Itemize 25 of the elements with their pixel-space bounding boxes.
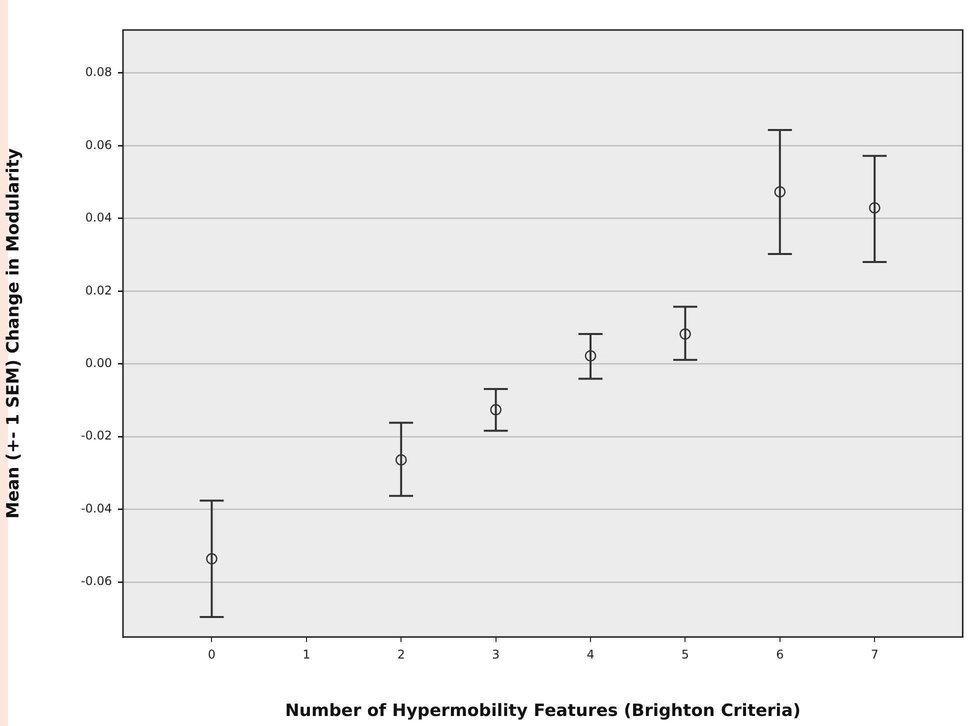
y-tick-label: 0.00	[85, 356, 112, 370]
x-axis-title: Number of Hypermobility Features (Brighton Criteria)	[285, 701, 801, 722]
x-tick-label: 1	[302, 647, 310, 662]
y-tick-label: -0.06	[80, 574, 112, 588]
x-tick-label: 7	[870, 647, 878, 662]
y-tick-label: 0.04	[85, 210, 112, 225]
x-tick-label: 5	[681, 647, 690, 662]
y-axis-title: Mean (+- 1 SEM) Change in Modularity	[4, 148, 24, 519]
point	[395, 454, 407, 466]
point	[584, 350, 596, 362]
point	[868, 202, 880, 214]
point	[490, 404, 502, 416]
point	[680, 328, 691, 340]
y-tick-label: -0.02	[80, 428, 112, 443]
point	[774, 186, 786, 198]
point	[206, 553, 218, 564]
y-tick-label: 0.02	[85, 283, 112, 298]
x-tick-label: 6	[776, 647, 784, 662]
y-tick-label: -0.04	[80, 501, 112, 516]
x-tick-label: 3	[492, 647, 500, 662]
y-tick-label: 0.08	[85, 65, 112, 80]
y-tick-label: 0.06	[85, 138, 112, 152]
x-tick-label: 2	[397, 647, 405, 662]
x-tick-label: 4	[586, 647, 594, 662]
x-tick-label: 0	[208, 647, 216, 662]
